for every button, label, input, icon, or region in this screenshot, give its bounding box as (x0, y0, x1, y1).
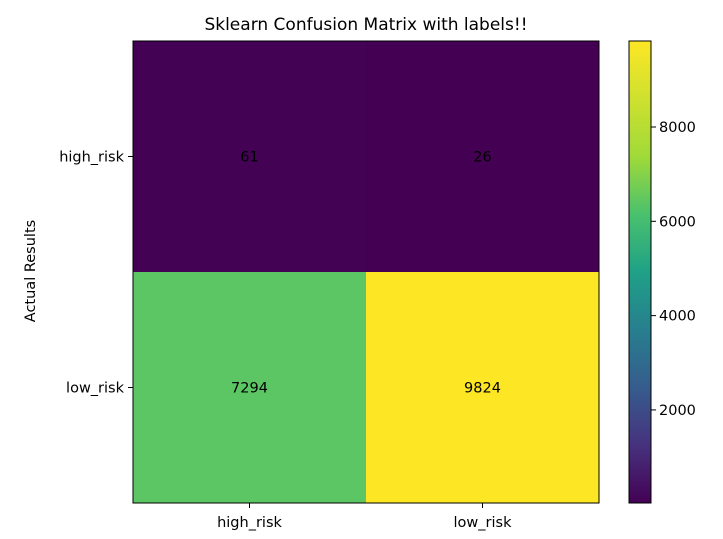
cell-value-label: 61 (240, 150, 258, 166)
heatmap-cell (133, 272, 366, 503)
colorbar-tick-label: 2000 (659, 403, 696, 419)
heatmap-cell (133, 41, 366, 272)
cell-value-label: 26 (473, 150, 491, 166)
chart-title: Sklearn Confusion Matrix with labels!! (204, 15, 527, 35)
cell-value-label: 9824 (464, 381, 501, 397)
colorbar-ticks: 2000 4000 6000 8000 (651, 120, 696, 419)
heatmap-cell (366, 41, 599, 272)
plot-frame (132, 40, 600, 504)
colorbar (628, 40, 652, 504)
cell-value-labels: 61 26 7294 9824 (231, 150, 501, 397)
colorbar-tick-label: 4000 (659, 309, 696, 325)
y-axis-label: Actual Results (23, 220, 39, 322)
x-tick-label: low_risk (454, 515, 513, 531)
colorbar-tick-label: 8000 (659, 120, 696, 136)
heatmap-cell (366, 272, 599, 503)
cell-value-label: 7294 (231, 381, 268, 397)
x-axis-ticks: high_risk low_risk (217, 503, 512, 531)
y-tick-label: low_risk (66, 381, 125, 397)
heatmap-cells (133, 41, 599, 503)
y-axis-ticks: high_risk low_risk (59, 150, 133, 397)
y-tick-label: high_risk (59, 150, 124, 166)
x-tick-label: high_risk (217, 515, 282, 531)
colorbar-tick-label: 6000 (659, 214, 696, 230)
